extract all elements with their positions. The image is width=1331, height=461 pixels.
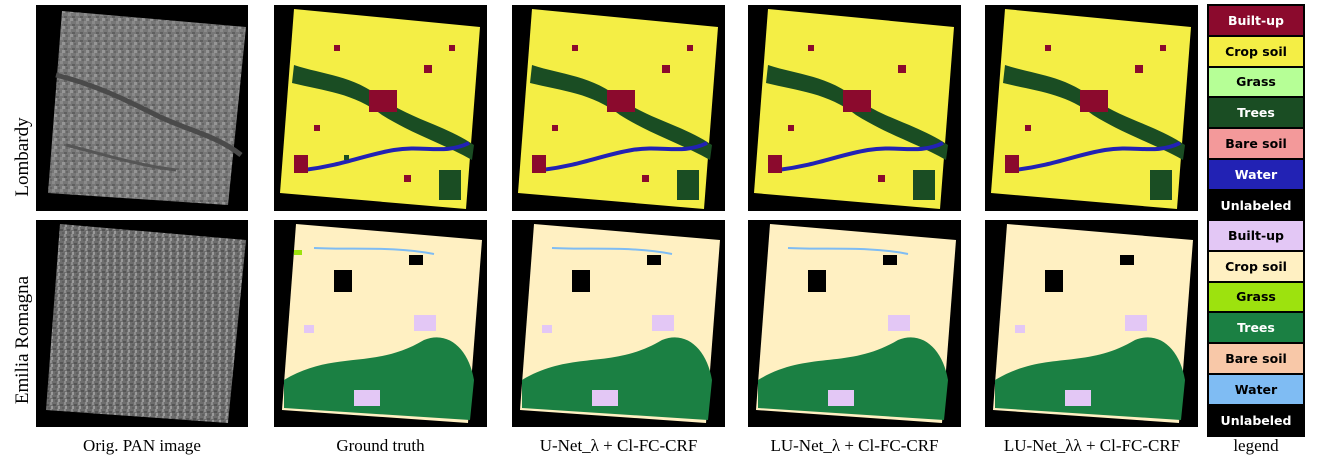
legend-lombardy: Built-up Crop soil Grass Trees Bare soil… xyxy=(1207,4,1305,222)
ground-truth-emilia-romagna xyxy=(274,220,487,427)
legend-item-grass: Grass xyxy=(1209,67,1303,97)
legend-item-trees: Trees xyxy=(1209,98,1303,128)
caption-lunet2: LU-Net_λλ + Cl-FC-CRF xyxy=(1003,436,1181,455)
legend-item-bare-soil: Bare soil xyxy=(1209,344,1303,373)
caption-ground-truth: Ground truth xyxy=(336,436,425,455)
legend-item-crop-soil: Crop soil xyxy=(1209,36,1303,66)
unet-emilia-romagna-map xyxy=(520,224,720,423)
legend-item-trees: Trees xyxy=(1209,313,1303,343)
lunet-lombardy xyxy=(748,5,961,211)
lunet-emilia-romagna xyxy=(748,220,961,427)
legend-item-water: Water xyxy=(1209,159,1303,189)
lunet2-lombardy-map xyxy=(991,9,1191,209)
legend-item-water: Water xyxy=(1209,374,1303,404)
ground-truth-lombardy-map xyxy=(280,9,480,209)
ground-truth-emilia-romagna-map xyxy=(282,224,482,423)
caption-lunet: LU-Net_λ + Cl-FC-CRF xyxy=(770,436,939,455)
legend-item-unlabeled: Unlabeled xyxy=(1209,190,1303,220)
lunet-lombardy-map xyxy=(754,9,954,209)
lunet-emilia-romagna-map xyxy=(756,224,956,423)
unet-lombardy xyxy=(512,5,725,211)
legend-item-bare-soil: Bare soil xyxy=(1209,129,1303,158)
legend-item-grass: Grass xyxy=(1209,282,1303,312)
lunet2-emilia-romagna xyxy=(985,220,1198,427)
caption-legend: legend xyxy=(1233,436,1279,455)
pan-image-lombardy xyxy=(36,5,248,211)
row-label-emilia-romagna: Emilia Romagna xyxy=(12,275,33,405)
legend-item-built-up: Built-up xyxy=(1209,6,1303,35)
legend-item-crop-soil: Crop soil xyxy=(1209,251,1303,281)
lunet2-emilia-romagna-map xyxy=(993,224,1193,423)
pan-image-lombardy-graphic xyxy=(48,11,246,205)
legend-item-unlabeled: Unlabeled xyxy=(1209,405,1303,435)
caption-pan-image: Orig. PAN image xyxy=(83,436,201,455)
unet-emilia-romagna xyxy=(512,220,725,427)
legend-item-built-up: Built-up xyxy=(1209,221,1303,250)
caption-unet: U-Net_λ + Cl-FC-CRF xyxy=(539,436,698,455)
lunet2-lombardy xyxy=(985,5,1198,211)
ground-truth-lombardy xyxy=(274,5,487,211)
legend-emilia-romagna: Built-up Crop soil Grass Trees Bare soil… xyxy=(1207,219,1305,437)
unet-lombardy-map xyxy=(518,9,718,209)
pan-image-emilia-romagna-graphic xyxy=(46,224,246,423)
pan-image-emilia-romagna xyxy=(36,220,248,427)
row-label-lombardy: Lombardy xyxy=(12,117,33,197)
